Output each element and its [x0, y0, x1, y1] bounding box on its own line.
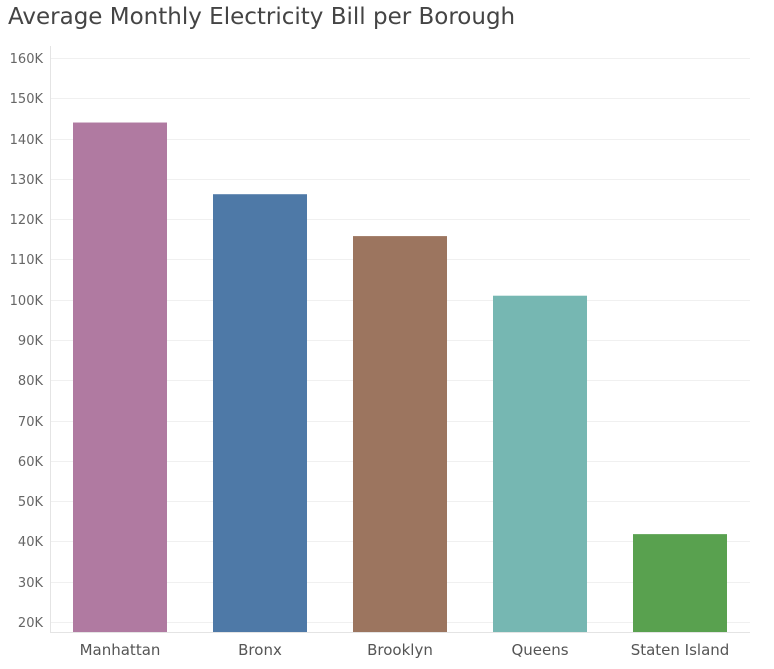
y-tick-label: 70K: [18, 415, 44, 430]
y-tick-label: 140K: [10, 133, 44, 148]
y-tick-label: 100K: [10, 294, 44, 309]
y-tick-label: 60K: [18, 455, 44, 470]
y-tick-label: 150K: [10, 92, 44, 107]
y-tick-label: 110K: [10, 253, 44, 268]
y-tick-label: 90K: [18, 334, 44, 349]
y-tick-label: 80K: [18, 374, 44, 389]
x-category-label: Brooklyn: [367, 641, 433, 659]
y-tick-label: 120K: [10, 213, 44, 228]
x-category-label: Bronx: [238, 641, 282, 659]
y-tick-label: 20K: [18, 616, 44, 631]
bar-manhattan[interactable]: [73, 122, 167, 632]
bar-bronx[interactable]: [213, 194, 307, 633]
y-tick-label: 30K: [18, 576, 44, 591]
bar-staten-island[interactable]: [633, 534, 727, 632]
y-tick-label: 50K: [18, 495, 44, 510]
x-category-label: Queens: [511, 641, 568, 659]
bar-queens[interactable]: [493, 295, 587, 632]
y-tick-label: 40K: [18, 535, 44, 550]
chart-title: Average Monthly Electricity Bill per Bor…: [8, 4, 516, 30]
x-category-label: Manhattan: [80, 641, 161, 659]
x-category-label: Staten Island: [631, 641, 730, 659]
x-axis-labels: Manhattan Bronx Brooklyn Queens Staten Islan…: [80, 641, 730, 659]
y-tick-label: 160K: [10, 52, 44, 67]
y-tick-label: 130K: [10, 173, 44, 188]
bar-brooklyn[interactable]: [353, 236, 447, 632]
bars: [73, 122, 727, 633]
y-axis-ticks: 20K 30K 40K 50K 60K 70K 80K 90K 100K 110K 120K 130K…: [10, 52, 44, 631]
